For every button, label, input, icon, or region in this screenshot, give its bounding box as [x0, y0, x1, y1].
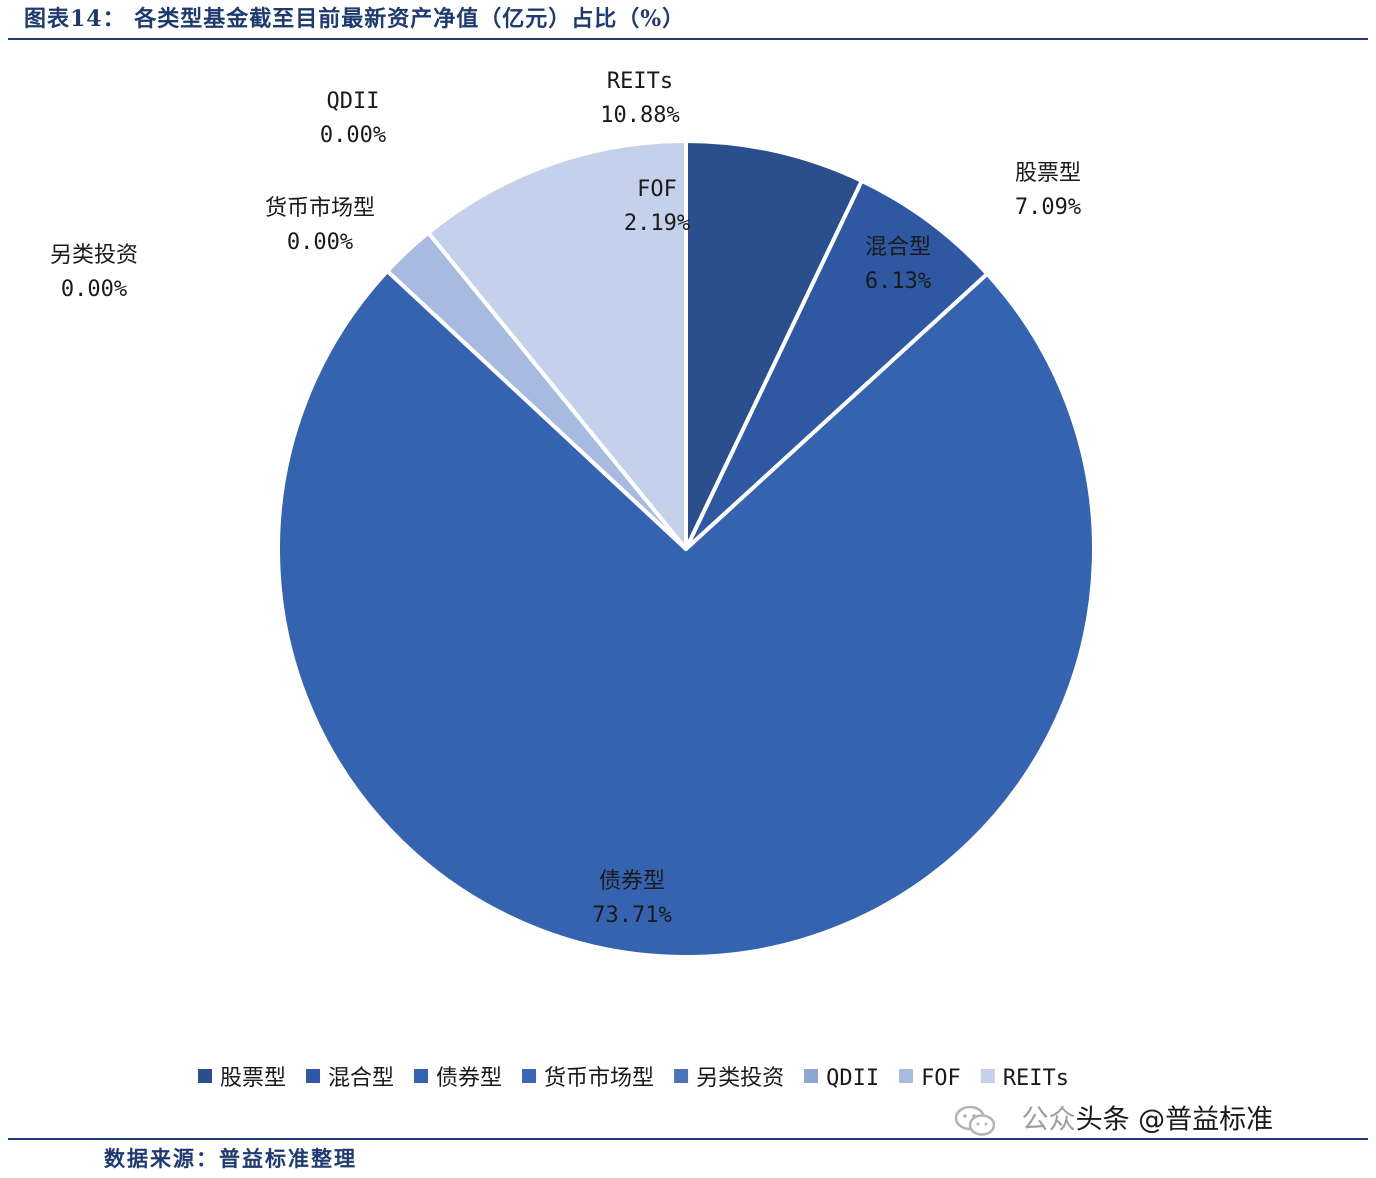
legend-item-4: 另类投资 [674, 1066, 784, 1091]
legend-swatch-1 [306, 1069, 321, 1083]
slice-value-label-6: 2.19% [624, 211, 690, 236]
watermark-gray-text: 公众 [1021, 1104, 1076, 1136]
legend-item-2: 债券型 [414, 1066, 502, 1091]
slice-name-label-1: 混合型 [865, 235, 931, 260]
legend-item-7: REITs [980, 1066, 1069, 1091]
legend-label-2: 债券型 [436, 1066, 502, 1091]
data-source: 数据来源：普益标准整理 [104, 1146, 357, 1171]
slice-name-label-6: FOF [637, 177, 677, 202]
watermark-dark-text: 头条 @普益标准 [1075, 1104, 1274, 1136]
slice-value-label-7: 10.88% [600, 103, 679, 128]
legend-swatch-4 [674, 1069, 689, 1083]
slice-name-label-7: REITs [607, 69, 673, 94]
legend-swatch-3 [522, 1069, 537, 1083]
legend-item-6: FOF [899, 1066, 961, 1091]
legend-item-3: 货币市场型 [522, 1066, 654, 1091]
pie-slice-2 [276, 269, 1097, 959]
legend-swatch-6 [899, 1069, 914, 1083]
slice-value-label-4: 0.00% [61, 277, 127, 302]
slice-value-label-2: 73.71% [592, 903, 671, 928]
title-divider [8, 38, 1368, 40]
legend-item-0: 股票型 [198, 1066, 286, 1091]
legend-label-3: 货币市场型 [544, 1066, 654, 1091]
chart-title: 图表14： 各类型基金截至目前最新资产净值（亿元）占比（%） [24, 6, 686, 32]
slice-name-label-4: 另类投资 [50, 243, 138, 268]
legend-item-1: 混合型 [306, 1066, 394, 1091]
slice-name-label-5: QDII [327, 89, 380, 114]
slice-value-label-0: 7.09% [1015, 195, 1081, 220]
slice-value-label-5: 0.00% [320, 123, 386, 148]
slice-name-label-3: 货币市场型 [265, 196, 375, 221]
legend-label-0: 股票型 [220, 1066, 286, 1091]
legend-label-6: FOF [921, 1066, 961, 1091]
legend-swatch-5 [804, 1069, 819, 1083]
legend-label-4: 另类投资 [696, 1066, 784, 1091]
legend-label-1: 混合型 [328, 1066, 394, 1091]
legend-swatch-0 [198, 1069, 212, 1083]
pie-slice-0 [684, 139, 864, 551]
pie-slice-1 [684, 178, 990, 551]
legend-swatch-2 [414, 1069, 429, 1083]
legend-item-5: QDII [804, 1066, 879, 1091]
legend-swatch-7 [980, 1069, 995, 1083]
slice-name-label-0: 股票型 [1015, 161, 1081, 186]
slice-value-label-3: 0.00% [287, 230, 353, 255]
footer-divider [8, 1138, 1368, 1140]
slice-value-label-1: 6.13% [865, 269, 931, 294]
slice-name-label-2: 债券型 [599, 869, 665, 894]
pie-slice-7 [426, 139, 688, 551]
legend-label-5: QDII [826, 1066, 879, 1091]
watermark: 公众头条 @普益标准 [955, 1100, 1273, 1140]
legend-label-7: REITs [1003, 1066, 1069, 1091]
wechat-icon [955, 1105, 995, 1136]
